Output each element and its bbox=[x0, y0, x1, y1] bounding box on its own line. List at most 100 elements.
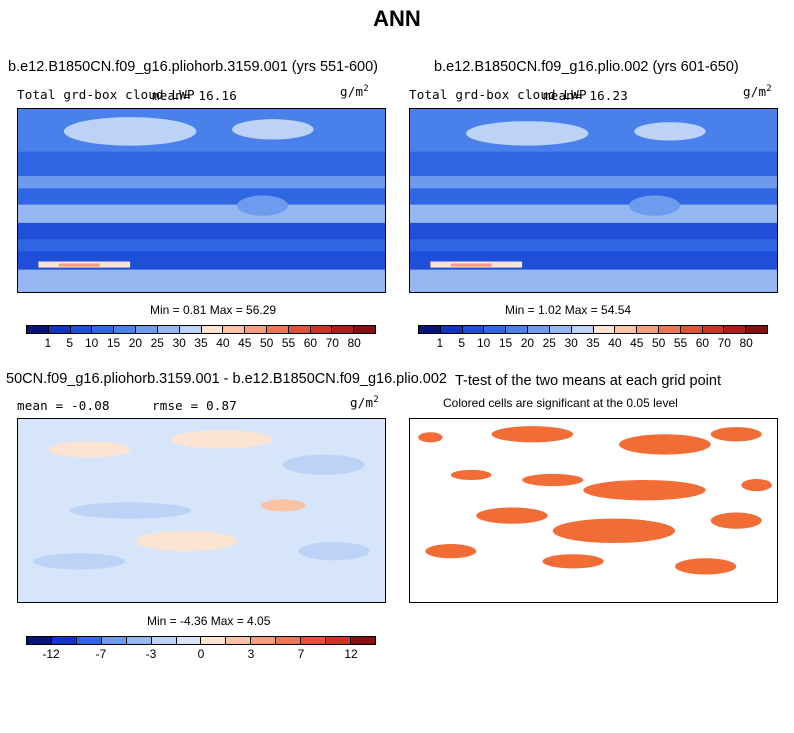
colorbar-label: 25 bbox=[542, 336, 556, 350]
figure-title: ANN bbox=[373, 6, 421, 31]
panel-1-title: b.e12.B1850CN.f09_g16.pliohorb.3159.001 … bbox=[8, 59, 379, 75]
colorbar-swatch bbox=[506, 326, 529, 333]
colorbar-swatch bbox=[571, 326, 594, 333]
panel-1-colorbar-labels: 1 5 10 15 20 25 30 35 40 45 50 55 60 70 80 bbox=[26, 336, 376, 350]
panel-2-map bbox=[409, 108, 778, 293]
colorbar-swatch bbox=[176, 637, 202, 644]
panel-3-minmax: Min = -4.36 Max = 4.05 bbox=[147, 614, 271, 628]
colorbar-swatch bbox=[637, 326, 659, 333]
colorbar-swatch bbox=[484, 326, 507, 333]
colorbar-label: 40 bbox=[216, 336, 230, 350]
colorbar-swatch bbox=[549, 326, 572, 333]
colorbar-swatch bbox=[126, 637, 152, 644]
colorbar-swatch bbox=[27, 326, 49, 333]
colorbar-swatch bbox=[179, 326, 202, 333]
panel-2-mean: mean= 16.23 bbox=[543, 88, 628, 103]
colorbar-label: 20 bbox=[520, 336, 535, 350]
colorbar-label: 5 bbox=[458, 336, 466, 350]
colorbar-label: -3 bbox=[145, 647, 157, 661]
colorbar-label: 50 bbox=[259, 336, 274, 350]
colorbar-label: 50 bbox=[651, 336, 666, 350]
colorbar-label: 1 bbox=[44, 336, 52, 350]
colorbar-swatch bbox=[326, 637, 351, 644]
panel-1-units: g/m2 bbox=[340, 84, 369, 100]
colorbar-swatch bbox=[615, 326, 638, 333]
panel-4-title: T-test of the two means at each grid poi… bbox=[455, 373, 721, 389]
panel-3-units: g/m2 bbox=[350, 395, 379, 411]
panel-2-title: b.e12.B1850CN.f09_g16.plio.002 (yrs 601-… bbox=[434, 59, 739, 75]
colorbar-swatch bbox=[354, 326, 375, 333]
colorbar-swatch bbox=[301, 637, 327, 644]
panel-3-title: 50CN.f09_g16.pliohorb.3159.001 - b.e12.B… bbox=[6, 371, 447, 387]
colorbar-label: 25 bbox=[150, 336, 164, 350]
colorbar-label: 70 bbox=[325, 336, 339, 350]
colorbar-label: 70 bbox=[717, 336, 731, 350]
colorbar-label: 15 bbox=[498, 336, 513, 350]
colorbar-swatch bbox=[350, 637, 375, 644]
colorbar-swatch bbox=[48, 326, 71, 333]
panel-4-subtitle: Colored cells are significant at the 0.0… bbox=[443, 396, 678, 410]
colorbar-swatch bbox=[51, 637, 77, 644]
colorbar-label: 40 bbox=[608, 336, 622, 350]
colorbar-label: 0 bbox=[197, 647, 205, 661]
panel-3-colorbar-labels: -12 -7 -3 0 3 7 12 bbox=[26, 647, 376, 661]
colorbar-swatch bbox=[226, 637, 252, 644]
colorbar-label: 45 bbox=[630, 336, 644, 350]
panel-2-colorbar bbox=[418, 325, 768, 334]
colorbar-swatch bbox=[101, 637, 127, 644]
panel-1-minmax: Min = 0.81 Max = 56.29 bbox=[150, 303, 277, 317]
colorbar-swatch bbox=[76, 637, 102, 644]
colorbar-swatch bbox=[724, 326, 747, 333]
colorbar-label: 1 bbox=[436, 336, 444, 350]
colorbar-label: 35 bbox=[194, 336, 208, 350]
panel-3-colorbar bbox=[26, 636, 376, 645]
panel-2-minmax: Min = 1.02 Max = 54.54 bbox=[505, 303, 632, 317]
colorbar-swatch bbox=[114, 326, 137, 333]
colorbar-swatch bbox=[70, 326, 93, 333]
colorbar-label: 10 bbox=[476, 336, 491, 350]
panel-1-colorbar bbox=[26, 325, 376, 334]
colorbar-swatch bbox=[92, 326, 115, 333]
colorbar-label: 35 bbox=[586, 336, 600, 350]
panel-2-colorbar-labels: 1 5 10 15 20 25 30 35 40 45 50 55 60 70 80 bbox=[418, 336, 768, 350]
colorbar-label: 30 bbox=[564, 336, 578, 350]
colorbar-swatch bbox=[136, 326, 158, 333]
colorbar-swatch bbox=[27, 637, 52, 644]
colorbar-label: 60 bbox=[695, 336, 710, 350]
colorbar-label: 80 bbox=[739, 336, 753, 350]
panel-3-map bbox=[17, 418, 386, 603]
colorbar-swatch bbox=[462, 326, 485, 333]
colorbar-swatch bbox=[310, 326, 333, 333]
colorbar-swatch bbox=[702, 326, 725, 333]
colorbar-swatch bbox=[593, 326, 616, 333]
colorbar-label: -12 bbox=[42, 647, 60, 661]
colorbar-label: 12 bbox=[344, 647, 358, 661]
panel-1-mean: mean= 16.16 bbox=[152, 88, 237, 103]
colorbar-swatch bbox=[201, 637, 227, 644]
colorbar-swatch bbox=[658, 326, 681, 333]
colorbar-label: 30 bbox=[172, 336, 186, 350]
colorbar-swatch bbox=[440, 326, 463, 333]
colorbar-swatch bbox=[157, 326, 180, 333]
panel-1-variable: Total grd-box cloud LWP bbox=[17, 87, 195, 102]
colorbar-label: 10 bbox=[84, 336, 99, 350]
panel-4-map bbox=[409, 418, 778, 603]
colorbar-label: 15 bbox=[106, 336, 121, 350]
colorbar-swatch bbox=[151, 637, 177, 644]
colorbar-swatch bbox=[266, 326, 289, 333]
colorbar-label: 45 bbox=[238, 336, 252, 350]
colorbar-swatch bbox=[276, 637, 302, 644]
colorbar-swatch bbox=[680, 326, 703, 333]
colorbar-swatch bbox=[528, 326, 550, 333]
panel-3-rmse: rmse = 0.87 bbox=[152, 398, 237, 413]
colorbar-swatch bbox=[332, 326, 355, 333]
panel-2-variable: Total grd-box cloud LWP bbox=[409, 87, 587, 102]
colorbar-label: 80 bbox=[347, 336, 361, 350]
colorbar-label: 3 bbox=[247, 647, 255, 661]
colorbar-swatch bbox=[201, 326, 224, 333]
colorbar-label: 5 bbox=[66, 336, 74, 350]
colorbar-swatch bbox=[419, 326, 441, 333]
panel-1-map bbox=[17, 108, 386, 293]
colorbar-swatch bbox=[746, 326, 767, 333]
colorbar-label: 60 bbox=[303, 336, 318, 350]
